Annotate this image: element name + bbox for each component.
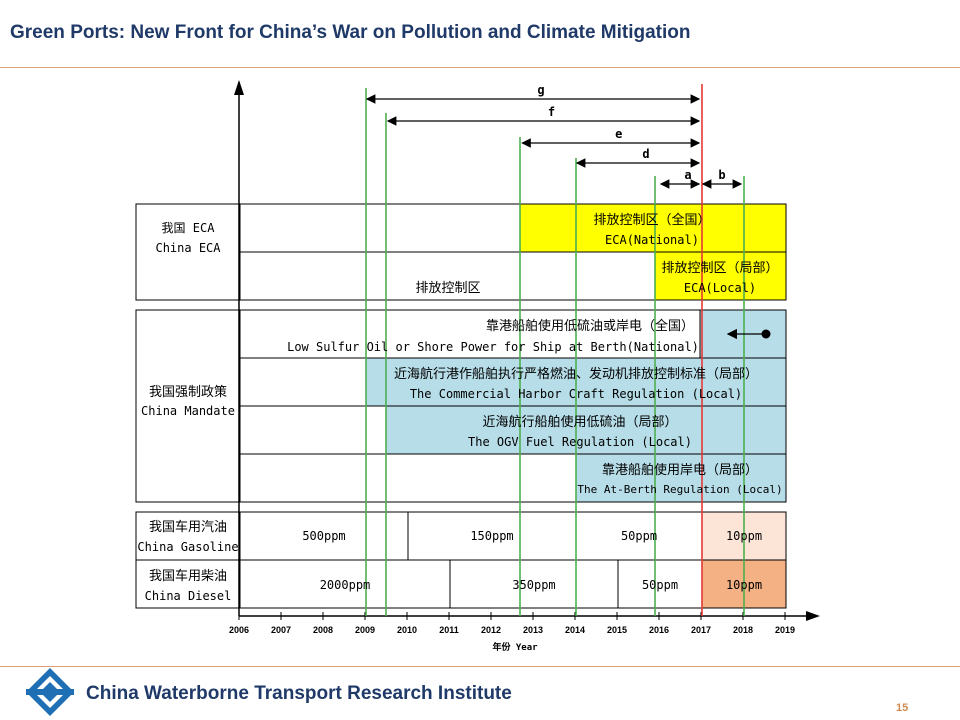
gasoline-val-1: 500ppm — [302, 529, 345, 543]
span-label-g: g — [537, 83, 544, 97]
diesel-group-zh: 我国车用柴油 — [149, 568, 227, 584]
diesel-val-3: 50ppm — [642, 578, 678, 592]
span-label-a: a — [684, 168, 691, 182]
year-label-2011: 2011 — [439, 625, 459, 635]
gasoline-val-3: 50ppm — [621, 529, 657, 543]
diesel-val-4: 10ppm — [726, 578, 762, 592]
footer-rule — [0, 666, 960, 667]
span-label-f: f — [548, 105, 555, 119]
eca-group-zh: 我国 ECA — [162, 221, 216, 235]
gasoline-val-2: 150ppm — [470, 529, 513, 543]
slide-title: Green Ports: New Front for China’s War o… — [10, 22, 691, 43]
gasoline-group-en: China Gasoline — [137, 540, 238, 554]
header-rule — [0, 67, 960, 68]
year-label-2014: 2014 — [565, 625, 585, 635]
year-label-2010: 2010 — [397, 625, 417, 635]
mandate-row3-zh: 近海航行船舶使用低硫油（局部） — [482, 414, 677, 430]
mandate-row3-en: The OGV Fuel Regulation (Local) — [468, 435, 692, 449]
mandate-row4-en: The At-Berth Regulation (Local) — [577, 483, 782, 496]
gasoline-val-4: 10ppm — [726, 529, 762, 543]
mandate-row4-zh: 靠港船舶使用岸电（局部） — [602, 462, 758, 478]
page-number: 15 — [896, 702, 909, 714]
span-label-e: e — [615, 127, 622, 141]
x-axis-label: 年份 Year — [492, 641, 538, 653]
mandate-row2-en: The Commercial Harbor Craft Regulation (… — [410, 387, 742, 401]
year-label-2013: 2013 — [523, 625, 543, 635]
diesel-group-en: China Diesel — [145, 589, 232, 603]
mandate-row2-zh: 近海航行港作船舶执行严格燃油、发动机排放控制标准（局部） — [394, 366, 758, 382]
year-label-2006: 2006 — [229, 625, 249, 635]
year-label-2015: 2015 — [607, 625, 627, 635]
eca-base-label: 排放控制区 — [415, 281, 480, 296]
year-label-2016: 2016 — [649, 625, 669, 635]
pointer-dot — [761, 329, 771, 339]
eca-local-zh: 排放控制区（局部） — [661, 261, 778, 276]
diesel-val-2: 350ppm — [512, 578, 555, 592]
mandate-group-en: China Mandate — [141, 404, 235, 418]
mandate-row1-en: Low Sulfur Oil or Shore Power for Ship a… — [287, 340, 699, 354]
year-label-2009: 2009 — [355, 625, 375, 635]
year-label-2017: 2017 — [691, 625, 711, 635]
diesel-val-1: 2000ppm — [320, 578, 371, 592]
footer-institute: China Waterborne Transport Research Inst… — [86, 683, 512, 704]
year-label-2019: 2019 — [775, 625, 795, 635]
year-label-2008: 2008 — [313, 625, 333, 635]
year-label-2012: 2012 — [481, 625, 501, 635]
year-label-2018: 2018 — [733, 625, 753, 635]
eca-national-zh: 排放控制区（全国） — [593, 212, 710, 228]
eca-local-en: ECA(Local) — [684, 281, 756, 295]
gasoline-group-zh: 我国车用汽油 — [149, 519, 227, 535]
year-label-2007: 2007 — [271, 625, 291, 635]
eca-national-en: ECA(National) — [605, 233, 699, 247]
eca-group-en: China ECA — [155, 241, 221, 255]
span-label-d: d — [642, 147, 649, 161]
mandate-row1-zh: 靠港船舶使用低硫油或岸电（全国） — [486, 318, 694, 334]
span-label-b: b — [718, 168, 725, 182]
mandate-row4-box — [575, 453, 787, 503]
cwtri-logo — [26, 668, 74, 716]
mandate-group-zh: 我国强制政策 — [149, 384, 227, 400]
